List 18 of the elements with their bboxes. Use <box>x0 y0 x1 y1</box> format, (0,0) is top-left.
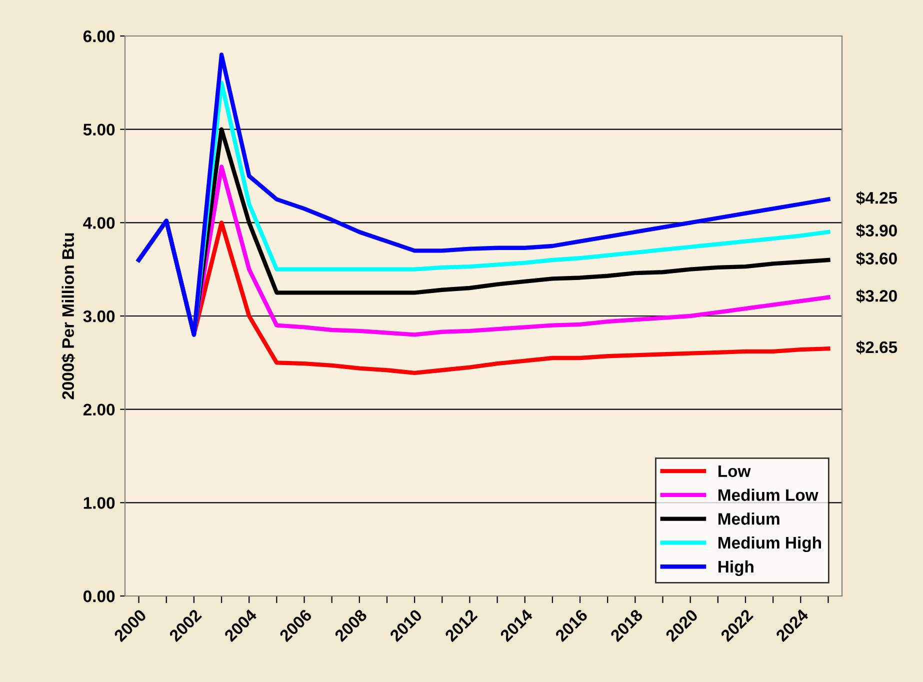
legend-label: Low <box>718 465 751 478</box>
y-tick-label: 2.00 <box>83 404 115 416</box>
y-tick-label: 4.00 <box>83 217 115 229</box>
legend-label: Medium High <box>718 536 821 552</box>
text: $2.65 <box>856 340 898 354</box>
legend-label: Medium <box>718 512 780 525</box>
legend-label: High <box>718 560 754 576</box>
text: $3.20 <box>856 289 897 303</box>
y-axis-title: 2000$ Per Million Btu <box>61 233 76 400</box>
text: $3.60 <box>856 252 897 266</box>
y-tick-label: 6.00 <box>83 30 115 42</box>
y-tick-label: 0.00 <box>84 590 115 602</box>
text: $4.25 <box>856 191 898 205</box>
y-tick-label: 5.00 <box>83 124 115 136</box>
y-tick-label: 3.00 <box>83 310 115 322</box>
y-tick-label: 1.00 <box>84 497 115 509</box>
text: $3.90 <box>856 224 897 238</box>
legend-label: Medium Low <box>718 488 818 501</box>
